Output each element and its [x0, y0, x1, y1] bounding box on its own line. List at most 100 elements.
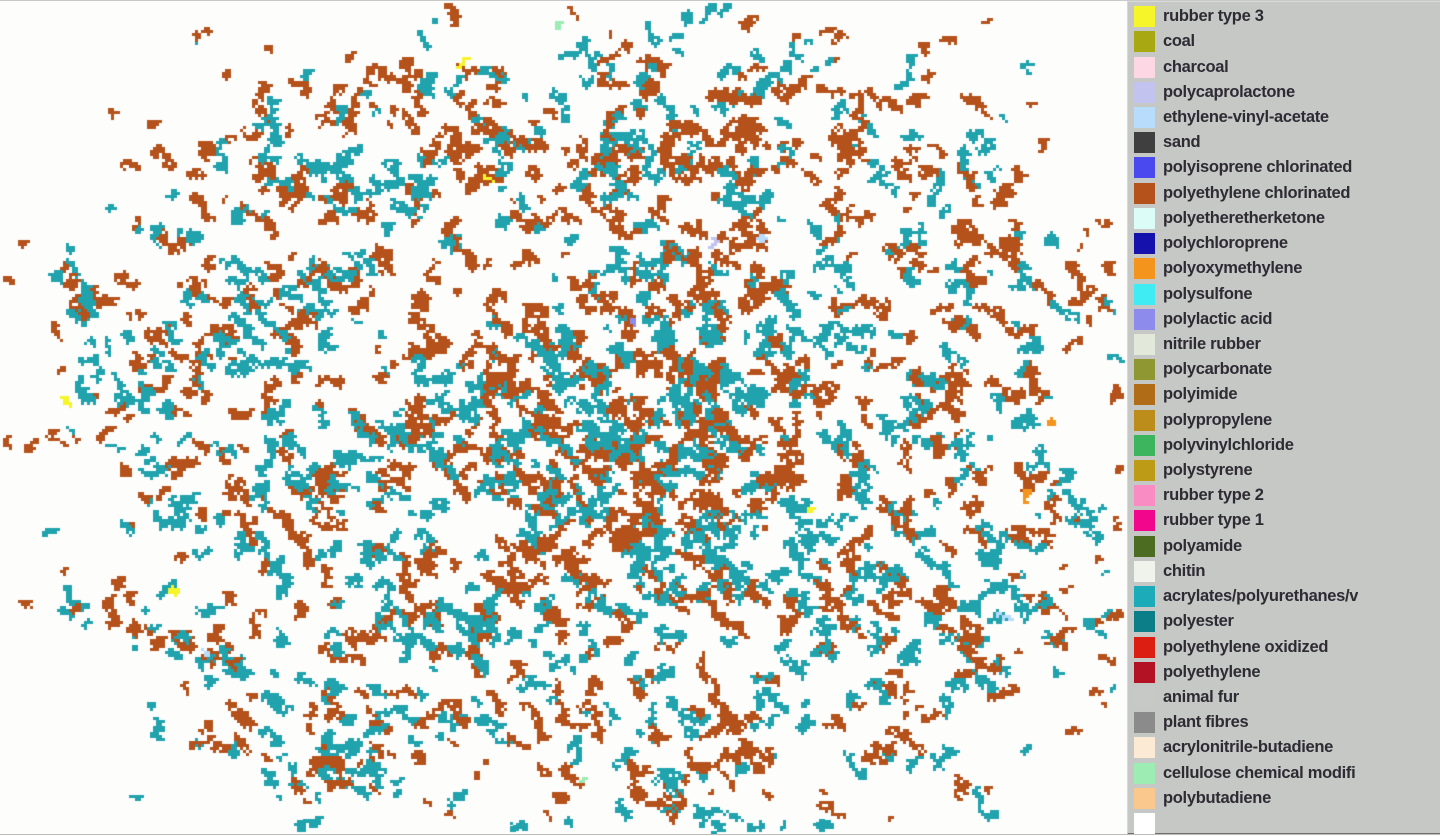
legend-swatch [1134, 611, 1155, 633]
legend-label: polychloroprene [1163, 234, 1288, 253]
legend-swatch [1134, 434, 1155, 456]
legend-swatch [1134, 182, 1155, 204]
legend-label: plant fibres [1163, 713, 1249, 732]
legend-panel: rubber type 3 coal charcoal polycaprolacton… [1127, 0, 1440, 835]
legend-item: cellulose chemical modifi [1134, 761, 1440, 786]
legend-swatch [1134, 333, 1155, 355]
legend-swatch [1134, 510, 1155, 532]
legend-swatch [1134, 636, 1155, 658]
legend-label: polyamide [1163, 536, 1242, 555]
legend-label: polylactic acid [1163, 309, 1273, 328]
legend-label: acrylonitrile-butadiene [1163, 738, 1334, 757]
legend-label: rubber type 1 [1163, 511, 1264, 530]
legend-item: polyvinylchloride [1134, 433, 1440, 458]
legend-label: animal fur [1163, 688, 1239, 707]
legend-label: chitin [1163, 561, 1206, 580]
legend-label: ethylene-vinyl-acetate [1163, 107, 1329, 126]
legend-swatch [1134, 283, 1155, 305]
legend-label: polybutadiene [1163, 788, 1271, 807]
legend-swatch [1134, 384, 1155, 406]
legend-label: polyethylene chlorinated [1163, 183, 1351, 202]
legend-label: polyester [1163, 612, 1234, 631]
legend-item: polyester [1134, 609, 1440, 634]
legend-swatch [1134, 132, 1155, 154]
legend-item: polystyrene [1134, 458, 1440, 483]
legend-label: polyethylene oxidized [1163, 637, 1329, 656]
legend-item [1134, 811, 1440, 836]
legend-swatch [1134, 359, 1155, 381]
legend-item: acrylates/polyurethanes/v [1134, 584, 1440, 609]
legend-swatch [1134, 737, 1155, 759]
legend-swatch [1134, 106, 1155, 128]
top-border-line [0, 0, 1440, 1]
legend-label: polyvinylchloride [1163, 435, 1294, 454]
legend-label: polyimide [1163, 385, 1238, 404]
legend-item: animal fur [1134, 685, 1440, 710]
legend-item: polychloroprene [1134, 231, 1440, 256]
legend-swatch [1134, 31, 1155, 53]
legend-swatch [1134, 460, 1155, 482]
legend-label: polyetheretherketone [1163, 208, 1325, 227]
legend-item: plant fibres [1134, 710, 1440, 735]
legend-swatch [1134, 787, 1155, 809]
legend-label: polyethylene [1163, 662, 1261, 681]
legend-label: polypropylene [1163, 410, 1272, 429]
legend-item: sand [1134, 130, 1440, 155]
legend-swatch [1134, 712, 1155, 734]
legend-item: polybutadiene [1134, 786, 1440, 811]
legend-label: rubber type 2 [1163, 486, 1264, 505]
legend-item: acrylonitrile-butadiene [1134, 735, 1440, 760]
legend-label: polyisoprene chlorinated [1163, 158, 1353, 177]
legend-item: polyethylene [1134, 660, 1440, 685]
legend-label: cellulose chemical modifi [1163, 763, 1356, 782]
particle-map-area [0, 0, 1127, 835]
legend-item: polypropylene [1134, 408, 1440, 433]
legend-label: charcoal [1163, 57, 1229, 76]
particle-classification-map-canvas [0, 0, 1127, 835]
legend-item: chitin [1134, 559, 1440, 584]
legend-label: polycarbonate [1163, 360, 1272, 379]
legend-swatch [1134, 535, 1155, 557]
legend-swatch [1134, 157, 1155, 179]
legend-item: polysulfone [1134, 281, 1440, 306]
legend-item: nitrile rubber [1134, 332, 1440, 357]
legend-label: rubber type 3 [1163, 7, 1264, 26]
legend-label: nitrile rubber [1163, 334, 1261, 353]
legend-item: polycarbonate [1134, 357, 1440, 382]
legend-swatch [1134, 308, 1155, 330]
legend-item: polyetheretherketone [1134, 206, 1440, 231]
legend-item: rubber type 2 [1134, 483, 1440, 508]
legend-item: polyisoprene chlorinated [1134, 155, 1440, 180]
legend-label: acrylates/polyurethanes/v [1163, 587, 1359, 606]
legend-label: coal [1163, 32, 1195, 51]
legend-label: polyoxymethylene [1163, 259, 1303, 278]
legend-item: polyethylene oxidized [1134, 634, 1440, 659]
legend-item: polyamide [1134, 534, 1440, 559]
legend-label: polysulfone [1163, 284, 1253, 303]
legend-swatch [1134, 586, 1155, 608]
legend-swatch [1134, 560, 1155, 582]
legend-label: polystyrene [1163, 461, 1253, 480]
legend-swatch [1134, 813, 1155, 835]
legend-item: rubber type 3 [1134, 4, 1440, 29]
legend-label: polycaprolactone [1163, 82, 1295, 101]
legend-item: polyoxymethylene [1134, 256, 1440, 281]
legend-item: rubber type 1 [1134, 508, 1440, 533]
legend-item: coal [1134, 29, 1440, 54]
legend-swatch [1134, 233, 1155, 255]
legend-label: sand [1163, 133, 1201, 152]
legend-swatch [1134, 56, 1155, 78]
legend-item: polylactic acid [1134, 307, 1440, 332]
legend-item: ethylene-vinyl-acetate [1134, 105, 1440, 130]
legend-swatch [1134, 6, 1155, 28]
legend-swatch [1134, 258, 1155, 280]
legend-swatch [1134, 409, 1155, 431]
legend-swatch [1134, 762, 1155, 784]
legend-swatch [1134, 81, 1155, 103]
legend-item: polycaprolactone [1134, 80, 1440, 105]
legend-item: polyethylene chlorinated [1134, 181, 1440, 206]
legend-item: polyimide [1134, 382, 1440, 407]
legend-swatch [1134, 485, 1155, 507]
legend-swatch [1134, 207, 1155, 229]
